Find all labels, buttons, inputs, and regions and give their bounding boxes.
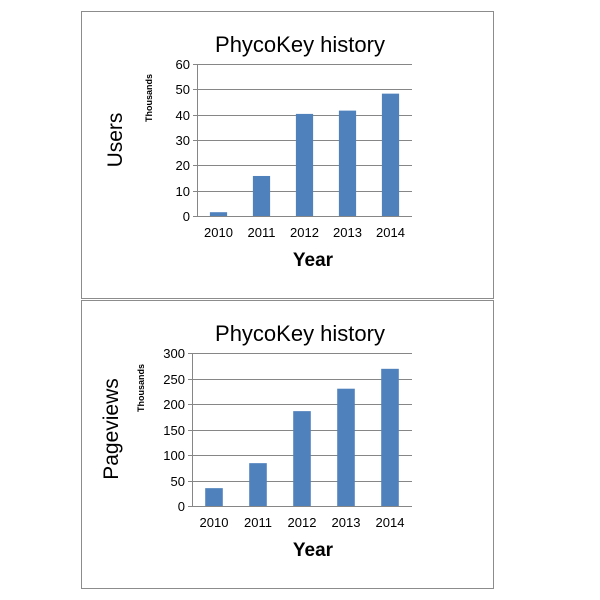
y-tick-label: 40 (176, 108, 190, 123)
y-tick-label: 50 (176, 82, 190, 97)
y-tick-label: 0 (178, 499, 185, 514)
x-tick-label: 2014 (376, 515, 405, 530)
y-tick-label: 20 (176, 158, 190, 173)
bars (209, 93, 400, 216)
x-tick-label: 2010 (200, 515, 229, 530)
x-tick-labels: 2010 2011 2012 2013 2014 (200, 515, 405, 530)
y-tick-label: 300 (163, 346, 185, 361)
bars (205, 368, 399, 506)
x-axis-label: Year (293, 250, 334, 271)
y-axis-label: Pageviews (100, 378, 123, 480)
bar (381, 368, 399, 506)
x-axis-label: Year (293, 540, 334, 561)
x-tick-label: 2014 (376, 225, 405, 240)
bar (337, 388, 355, 506)
pageviews-chart: PhycoKey history Pageviews Thousands Yea… (100, 321, 412, 561)
units-label: Thousands (136, 364, 146, 412)
bar (209, 212, 228, 216)
bar (205, 488, 223, 506)
y-tick-labels: 0 50 100 150 200 250 300 (163, 346, 185, 514)
units-label: Thousands (144, 74, 154, 122)
x-tick-label: 2013 (332, 515, 361, 530)
bar (295, 113, 314, 216)
y-tick-label: 250 (163, 372, 185, 387)
x-tick-labels: 2010 2011 2012 2013 2014 (204, 225, 405, 240)
x-tick-label: 2010 (204, 225, 233, 240)
bar (338, 110, 357, 216)
y-tick-label: 50 (171, 474, 185, 489)
y-tick-label: 60 (176, 57, 190, 72)
y-tick-label: 30 (176, 133, 190, 148)
chart-title: PhycoKey history (215, 321, 385, 346)
users-chart: PhycoKey history Users Thousands Year 0 1… (104, 32, 412, 271)
chart-title: PhycoKey history (215, 32, 385, 57)
y-tick-label: 100 (163, 448, 185, 463)
bar (293, 411, 311, 506)
x-tick-label: 2012 (288, 515, 317, 530)
bar (252, 175, 271, 216)
x-tick-label: 2013 (333, 225, 362, 240)
y-axis-label: Users (104, 113, 127, 168)
x-tick-label: 2011 (244, 515, 272, 530)
x-tick-label: 2012 (290, 225, 319, 240)
y-tick-label: 200 (163, 397, 185, 412)
bar (381, 93, 400, 216)
x-tick-label: 2011 (248, 225, 276, 240)
y-tick-labels: 0 10 20 30 40 50 60 (176, 57, 190, 224)
users-chart-panel: PhycoKey history Users Thousands Year 0 1… (81, 11, 494, 299)
bar (249, 463, 267, 506)
y-tick-label: 0 (183, 209, 190, 224)
y-tick-label: 150 (163, 423, 185, 438)
y-tick-label: 10 (176, 184, 190, 199)
pageviews-chart-panel: PhycoKey history Pageviews Thousands Yea… (81, 300, 494, 589)
